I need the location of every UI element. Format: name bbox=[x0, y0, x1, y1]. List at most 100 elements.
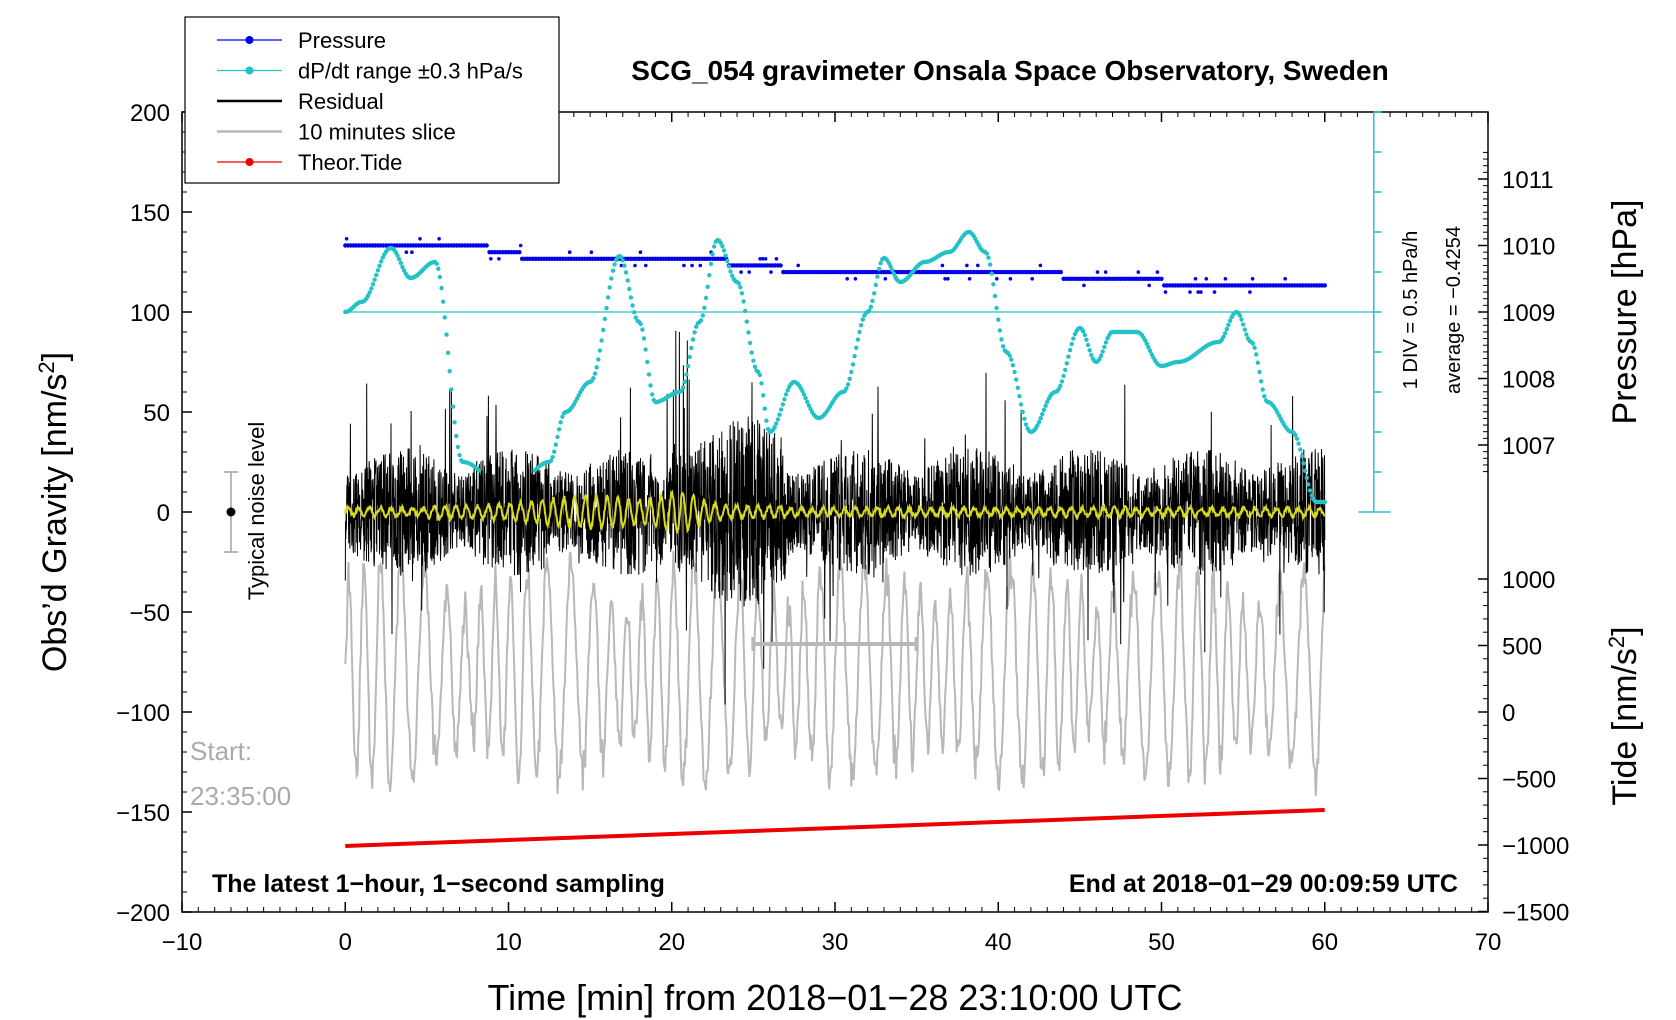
pressure-point bbox=[682, 263, 686, 268]
pressure-point bbox=[747, 270, 751, 274]
tide-tick-label: 500 bbox=[1502, 634, 1542, 661]
tide-axis-label-sup: 2 bbox=[1604, 636, 1629, 648]
dpdt-point bbox=[1224, 326, 1230, 332]
average-label: average = −0.4254 bbox=[1443, 226, 1465, 394]
dpdt-point bbox=[1089, 352, 1094, 358]
dpdt-point bbox=[1040, 411, 1045, 417]
y-tick-label: −150 bbox=[116, 800, 170, 827]
dpdt-point bbox=[1103, 340, 1109, 345]
dpdt-point bbox=[1294, 436, 1300, 441]
tide-tick-label: −1000 bbox=[1502, 833, 1569, 860]
dpdt-point bbox=[687, 354, 692, 360]
dpdt-point bbox=[441, 299, 446, 304]
dpdt-point bbox=[455, 444, 461, 450]
dpdt-point bbox=[1015, 385, 1020, 390]
pressure-point bbox=[967, 277, 972, 281]
pressure-point bbox=[778, 263, 783, 268]
dpdt-point bbox=[1010, 363, 1016, 368]
footer-right-label: End at 2018−01−29 00:09:59 UTC bbox=[1069, 870, 1458, 898]
dpdt-point bbox=[762, 406, 767, 411]
dpdt-point bbox=[849, 369, 854, 375]
dpdt-point bbox=[858, 323, 864, 328]
pressure-tick-label: 1008 bbox=[1502, 367, 1555, 394]
dpdt-point bbox=[876, 266, 882, 272]
y-tick-label: −50 bbox=[129, 600, 170, 627]
dpdt-point bbox=[1067, 347, 1073, 353]
dpdt-point bbox=[1303, 468, 1308, 473]
pressure-point bbox=[758, 257, 762, 261]
dpdt-point bbox=[996, 317, 1001, 322]
dpdt-point bbox=[604, 305, 609, 311]
dpdt-point bbox=[891, 271, 896, 276]
start-label: Start: bbox=[190, 736, 252, 766]
dpdt-point bbox=[1257, 369, 1262, 375]
dpdt-point bbox=[778, 407, 784, 412]
pressure-tick-label: 1010 bbox=[1502, 234, 1555, 261]
noise-center-dot bbox=[226, 507, 236, 517]
dpdt-point bbox=[783, 392, 789, 397]
dpdt-point bbox=[560, 414, 565, 419]
pressure-point bbox=[1082, 283, 1086, 288]
dpdt-point bbox=[628, 295, 634, 300]
pressure-point bbox=[418, 237, 422, 241]
pressure-point bbox=[690, 263, 694, 268]
dpdt-point bbox=[1309, 493, 1314, 498]
dpdt-point bbox=[1071, 336, 1076, 341]
dpdt-point bbox=[1080, 329, 1086, 334]
dpdt-point bbox=[1254, 352, 1259, 357]
x-axis-label: Time [min] from 2018−01−28 23:10:00 UTC bbox=[487, 977, 1182, 1018]
dpdt-point bbox=[434, 261, 439, 266]
dpdt-point bbox=[439, 285, 444, 291]
dpdt-point bbox=[609, 276, 614, 281]
tide-tick-label: 1000 bbox=[1502, 567, 1555, 594]
dpdt-point bbox=[1147, 348, 1153, 353]
dpdt-point bbox=[999, 337, 1004, 342]
dpdt-point bbox=[1307, 488, 1313, 493]
dpdt-point bbox=[452, 420, 457, 425]
dpdt-point bbox=[437, 274, 443, 280]
pressure-point bbox=[1193, 277, 1198, 281]
dpdt-point bbox=[868, 304, 874, 309]
dpdt-point bbox=[1250, 341, 1256, 346]
dpdt-point bbox=[679, 388, 684, 393]
dpdt-point bbox=[632, 310, 637, 315]
dpdt-point bbox=[645, 359, 650, 365]
dpdt-point bbox=[757, 372, 763, 378]
dpdt-point bbox=[548, 458, 554, 463]
dpdt-scale-bar bbox=[1358, 111, 1391, 513]
pressure-point bbox=[774, 257, 779, 261]
dpdt-point bbox=[780, 402, 785, 407]
dpdt-point bbox=[449, 387, 454, 392]
dpdt-point bbox=[721, 248, 727, 253]
dpdt-point bbox=[1056, 387, 1061, 392]
dpdt-point bbox=[1043, 403, 1048, 408]
dpdt-point bbox=[445, 350, 451, 355]
pressure-point bbox=[497, 257, 501, 261]
dpdt-point bbox=[720, 244, 725, 249]
footer-left-label: The latest 1−hour, 1−second sampling bbox=[212, 870, 665, 898]
dpdt-point bbox=[1097, 356, 1102, 362]
legend: Pressure dP/dt range ±0.3 hPa/s Residual 10… bbox=[184, 16, 560, 184]
x-tick-label: 50 bbox=[1148, 929, 1175, 956]
dpdt-point bbox=[365, 293, 371, 298]
pressure-point bbox=[1188, 290, 1192, 294]
dpdt-point bbox=[775, 417, 781, 422]
dpdt-point bbox=[457, 453, 462, 458]
dpdt-point bbox=[1072, 331, 1078, 337]
dpdt-point bbox=[620, 258, 625, 263]
tide-tick-label: −500 bbox=[1502, 767, 1556, 794]
y-tick-label: −100 bbox=[116, 700, 170, 727]
pressure-point bbox=[761, 257, 765, 261]
legend-label: Theor.Tide bbox=[298, 150, 402, 175]
dpdt-point bbox=[844, 386, 849, 391]
dpdt-point bbox=[436, 266, 441, 271]
x-tick-label: 60 bbox=[1311, 929, 1338, 956]
tide-series-line bbox=[345, 808, 1325, 848]
dpdt-point bbox=[1012, 369, 1017, 375]
pressure-point bbox=[344, 237, 349, 241]
legend-marker bbox=[245, 158, 254, 166]
dpdt-point bbox=[1035, 423, 1040, 428]
dpdt-point bbox=[1237, 313, 1243, 318]
dpdt-point bbox=[1293, 432, 1298, 438]
